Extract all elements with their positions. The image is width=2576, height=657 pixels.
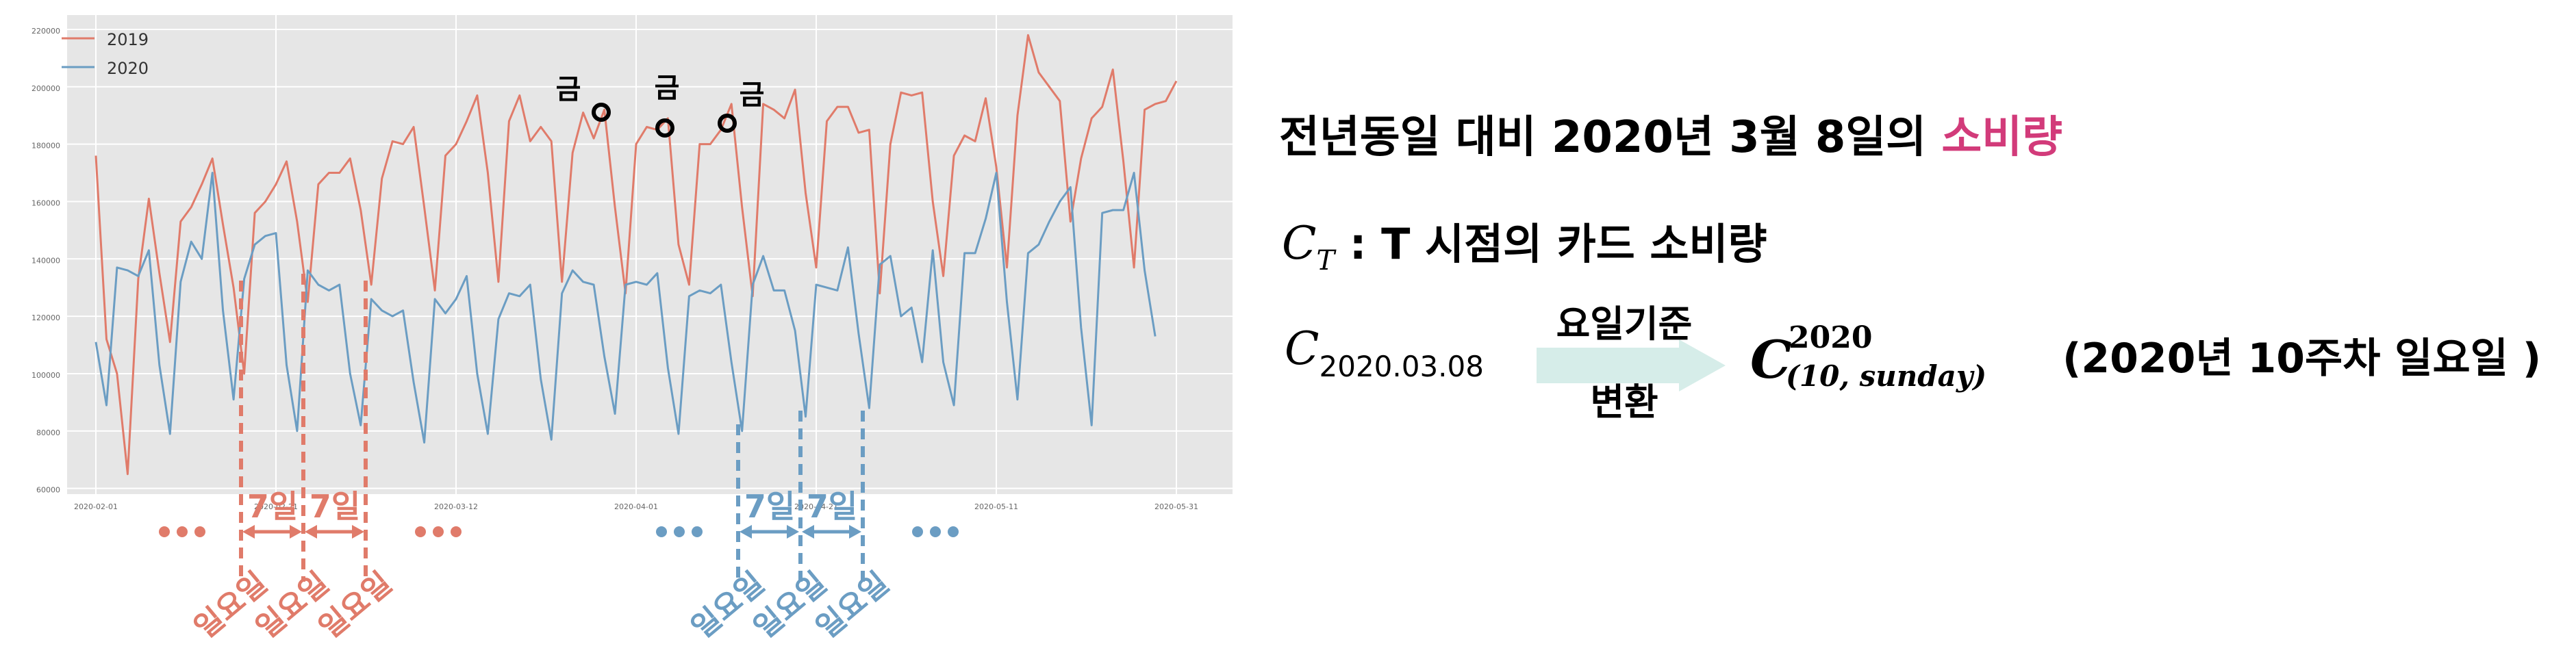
arrowhead-2019-1a: [242, 525, 255, 539]
ellipsis-dot: [177, 526, 188, 537]
x-tick-label: 2020-02-01: [74, 502, 118, 511]
seven-days-2019-1: 7일: [247, 488, 298, 525]
conversion-arrow: [1537, 339, 1726, 391]
friday-label-3: 금: [740, 79, 765, 111]
series-layer: [94, 34, 1178, 476]
symbol-c-date: C: [1285, 322, 1319, 375]
formula-line-2: CT : T 시점의 카드 소비량: [1282, 217, 1767, 276]
formula-line-1-accent: 소비량: [1941, 112, 2062, 163]
friday-marker-2: [655, 118, 674, 138]
arrow-label-top: 요일기준: [1556, 302, 1693, 346]
friday-markers: 금 금 금: [556, 73, 765, 138]
formula-panel: 전년동일 대비 2020년 3월 8일의 소비량 CT : T 시점의 카드 소…: [1279, 112, 2541, 424]
legend-label-2020: 2020: [107, 59, 149, 78]
x-tick-label: 2020-04-21: [794, 502, 838, 511]
friday-label-1: 금: [556, 74, 581, 105]
sunday-label-2019-2: 일요일: [249, 565, 336, 645]
ellipsis-dot: [415, 526, 426, 537]
line-chart: 60000 80000 100000 120000 140000 160000 180000…: [31, 15, 1233, 645]
target-superscript: 2020: [1789, 320, 1872, 355]
legend: 2019 2020: [62, 30, 149, 78]
plot-area: [67, 15, 1233, 494]
seven-days-2020-1: 7일: [744, 488, 795, 525]
y-tick-label: 120000: [31, 313, 60, 322]
y-tick-label: 140000: [31, 256, 60, 265]
series-line-2020: [94, 172, 1157, 444]
ellipsis-dot: [948, 526, 959, 537]
seven-days-2020-2: 7일: [807, 488, 857, 525]
friday-marker-3: [718, 114, 737, 133]
subscript-t: T: [1317, 245, 1337, 276]
arrowhead-2020-1a: [740, 525, 752, 539]
arrowhead-2019-2b: [352, 525, 364, 539]
y-tick-label: 220000: [31, 27, 60, 36]
grid-lines: [67, 15, 1233, 494]
sunday-label-2020-1: 일요일: [685, 565, 771, 645]
arrowhead-2020-2b: [849, 525, 861, 539]
formula-line-3-left: C2020.03.08: [1285, 322, 1484, 383]
x-tick-label: 2020-04-01: [614, 502, 658, 511]
target-note: (2020년 10주차 일요일 ): [2062, 335, 2541, 383]
y-tick-label: 60000: [36, 486, 60, 495]
legend-label-2019: 2019: [107, 30, 149, 49]
y-tick-label: 100000: [31, 371, 60, 380]
series-line-2019: [94, 34, 1178, 476]
target-symbol: C: [1750, 329, 1792, 390]
y-tick-label: 160000: [31, 198, 60, 207]
y-tick-label: 180000: [31, 142, 60, 151]
y-tick-label: 200000: [31, 84, 60, 93]
ellipsis-dot: [451, 526, 462, 537]
ellipsis-dot: [692, 526, 703, 537]
x-tick-label: 2020-05-31: [1154, 502, 1198, 511]
ellipsis-dot: [674, 526, 685, 537]
target-subscript: (10, sunday): [1786, 359, 1986, 393]
arrowhead-2019-1b: [290, 525, 302, 539]
ellipsis-dot: [656, 526, 667, 537]
sunday-label-2020-3: 일요일: [809, 565, 896, 645]
formula-line-1: 전년동일 대비 2020년 3월 8일의 소비량: [1279, 112, 2062, 163]
friday-label-2: 금: [655, 73, 680, 104]
y-tick-label: 80000: [36, 428, 60, 437]
sunday-label-2019-3: 일요일: [312, 565, 399, 645]
arrowhead-2019-2a: [305, 525, 317, 539]
ellipsis-dot: [930, 526, 941, 537]
x-axis-ticks: 2020-02-01 2020-02-21 2020-03-12 2020-04-01…: [74, 502, 1198, 511]
sunday-label-2020-2: 일요일: [747, 565, 833, 645]
formula-line-1-text: 전년동일 대비 2020년 3월 8일의: [1279, 112, 1941, 163]
ellipsis-dot: [912, 526, 923, 537]
ellipsis-dot: [159, 526, 170, 537]
arrowhead-2020-2a: [802, 525, 814, 539]
x-tick-label: 2020-05-11: [974, 502, 1018, 511]
x-tick-label: 2020-02-21: [254, 502, 298, 511]
ellipsis-dot: [433, 526, 444, 537]
seven-days-2019-2: 7일: [310, 488, 360, 525]
formula-line-2-text: : T 시점의 카드 소비량: [1335, 219, 1767, 269]
friday-marker-1: [592, 103, 611, 122]
subscript-date: 2020.03.08: [1319, 350, 1484, 383]
y-axis-ticks: 60000 80000 100000 120000 140000 160000 180000…: [31, 27, 60, 495]
arrow-label-bottom: 변환: [1590, 381, 1658, 424]
ellipsis-dot: [194, 526, 205, 537]
symbol-c-t: C: [1282, 217, 1317, 270]
arrowhead-2020-1b: [787, 525, 799, 539]
x-tick-label: 2020-03-12: [434, 502, 478, 511]
